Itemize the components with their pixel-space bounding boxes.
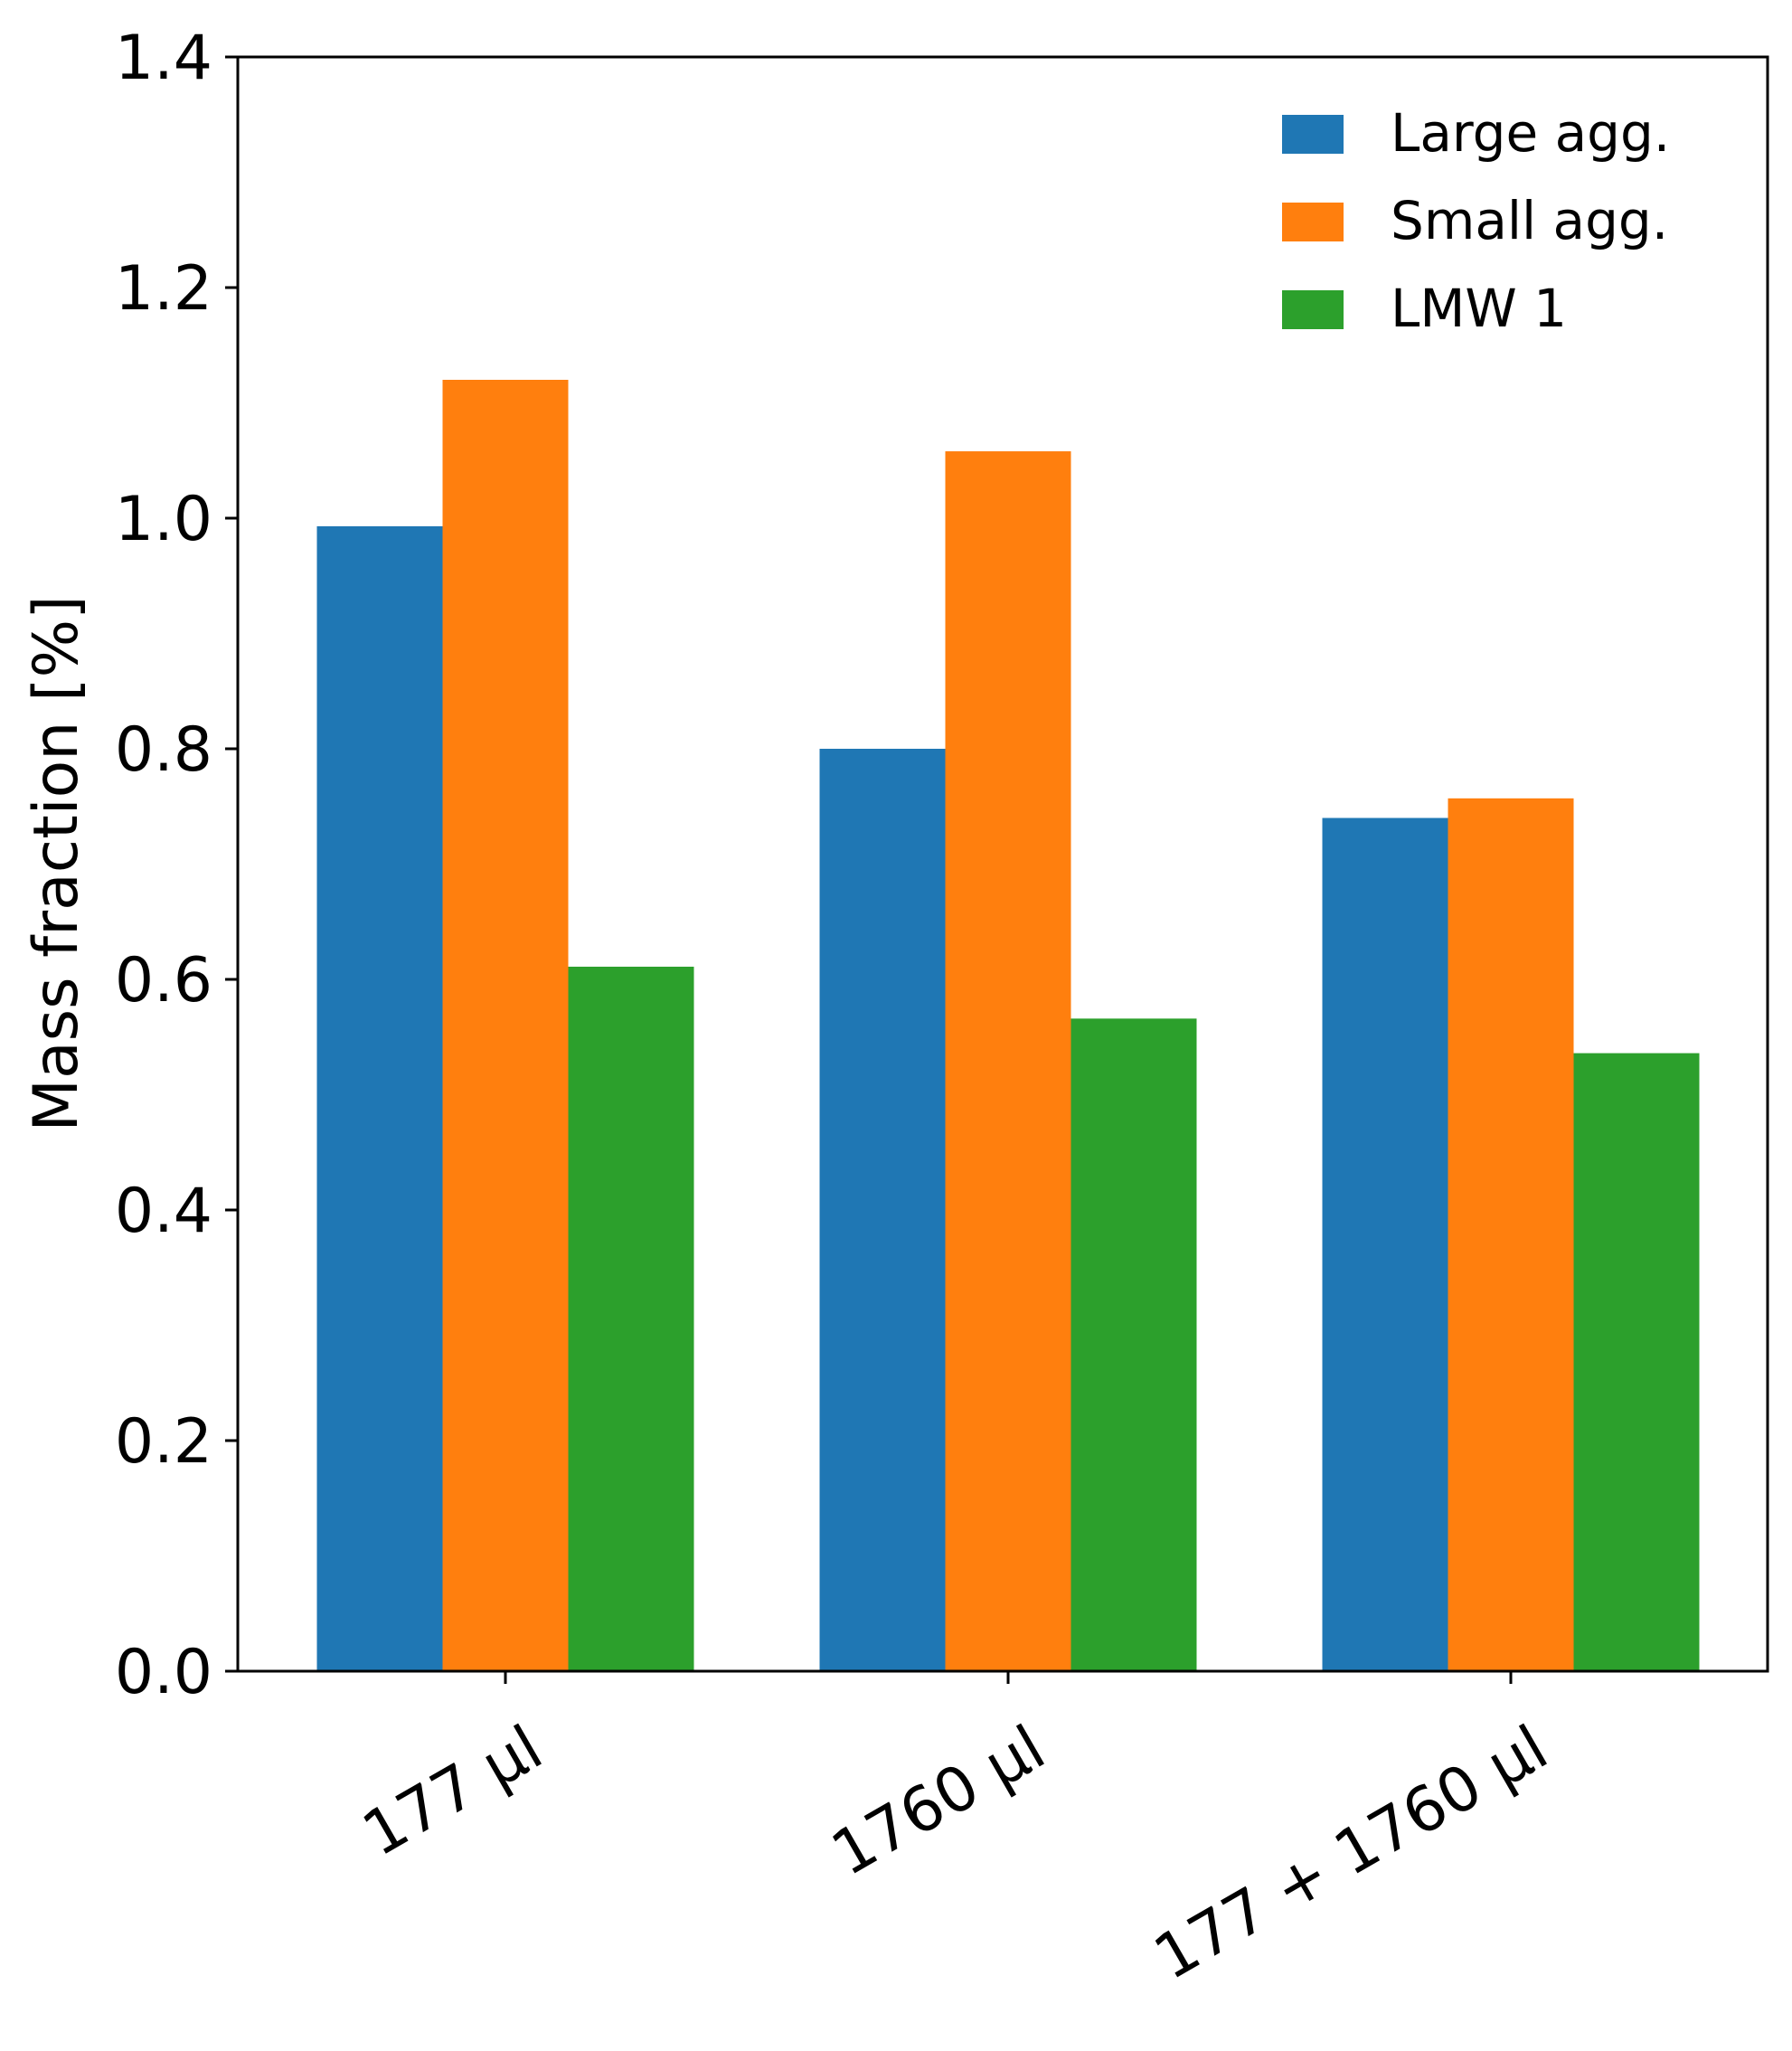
bar-lmw-1-3 <box>1573 1053 1700 1671</box>
y-tick-label: 1.4 <box>115 23 212 94</box>
y-axis-label: Mass fraction [%] <box>21 595 92 1131</box>
x-tick-label: 1760 μl <box>820 1712 1057 1890</box>
y-tick-label: 0.2 <box>115 1406 212 1478</box>
y-tick-label: 0.0 <box>115 1637 212 1708</box>
legend-swatch <box>1282 203 1344 241</box>
bars-layer <box>316 380 1700 1671</box>
y-axis: 0.0 0.2 0.4 0.6 0.8 1.0 1.2 1.4 <box>115 23 238 1708</box>
y-tick-label: 1.0 <box>115 484 212 555</box>
x-axis: 177 μl 1760 μl 177 + 1760 μl <box>352 1671 1560 1994</box>
y-tick-label: 1.2 <box>115 253 212 325</box>
bar-lmw-1-1 <box>568 966 694 1671</box>
bar-small-agg-2 <box>945 451 1071 1671</box>
bar-large-agg-2 <box>819 749 946 1671</box>
plot-frame <box>236 55 1769 1673</box>
bar-large-agg-3 <box>1322 818 1448 1671</box>
bar-small-agg-3 <box>1448 798 1574 1671</box>
x-tick-label: 177 + 1760 μl <box>1143 1712 1560 1994</box>
legend-label: LMW 1 <box>1391 278 1567 339</box>
x-tick-label: 177 μl <box>352 1712 554 1870</box>
y-tick-label: 0.4 <box>115 1176 212 1247</box>
legend-label: Large agg. <box>1391 102 1670 164</box>
bar-lmw-1-2 <box>1070 1018 1197 1671</box>
legend-label: Small agg. <box>1391 190 1668 251</box>
bar-small-agg-1 <box>442 380 569 1671</box>
legend-swatch <box>1282 290 1344 329</box>
legend: Large agg. Small agg. LMW 1 <box>1282 102 1670 339</box>
y-tick-label: 0.8 <box>115 714 212 786</box>
legend-swatch <box>1282 115 1344 154</box>
y-tick-label: 0.6 <box>115 945 212 1016</box>
bar-large-agg-1 <box>316 525 443 1671</box>
